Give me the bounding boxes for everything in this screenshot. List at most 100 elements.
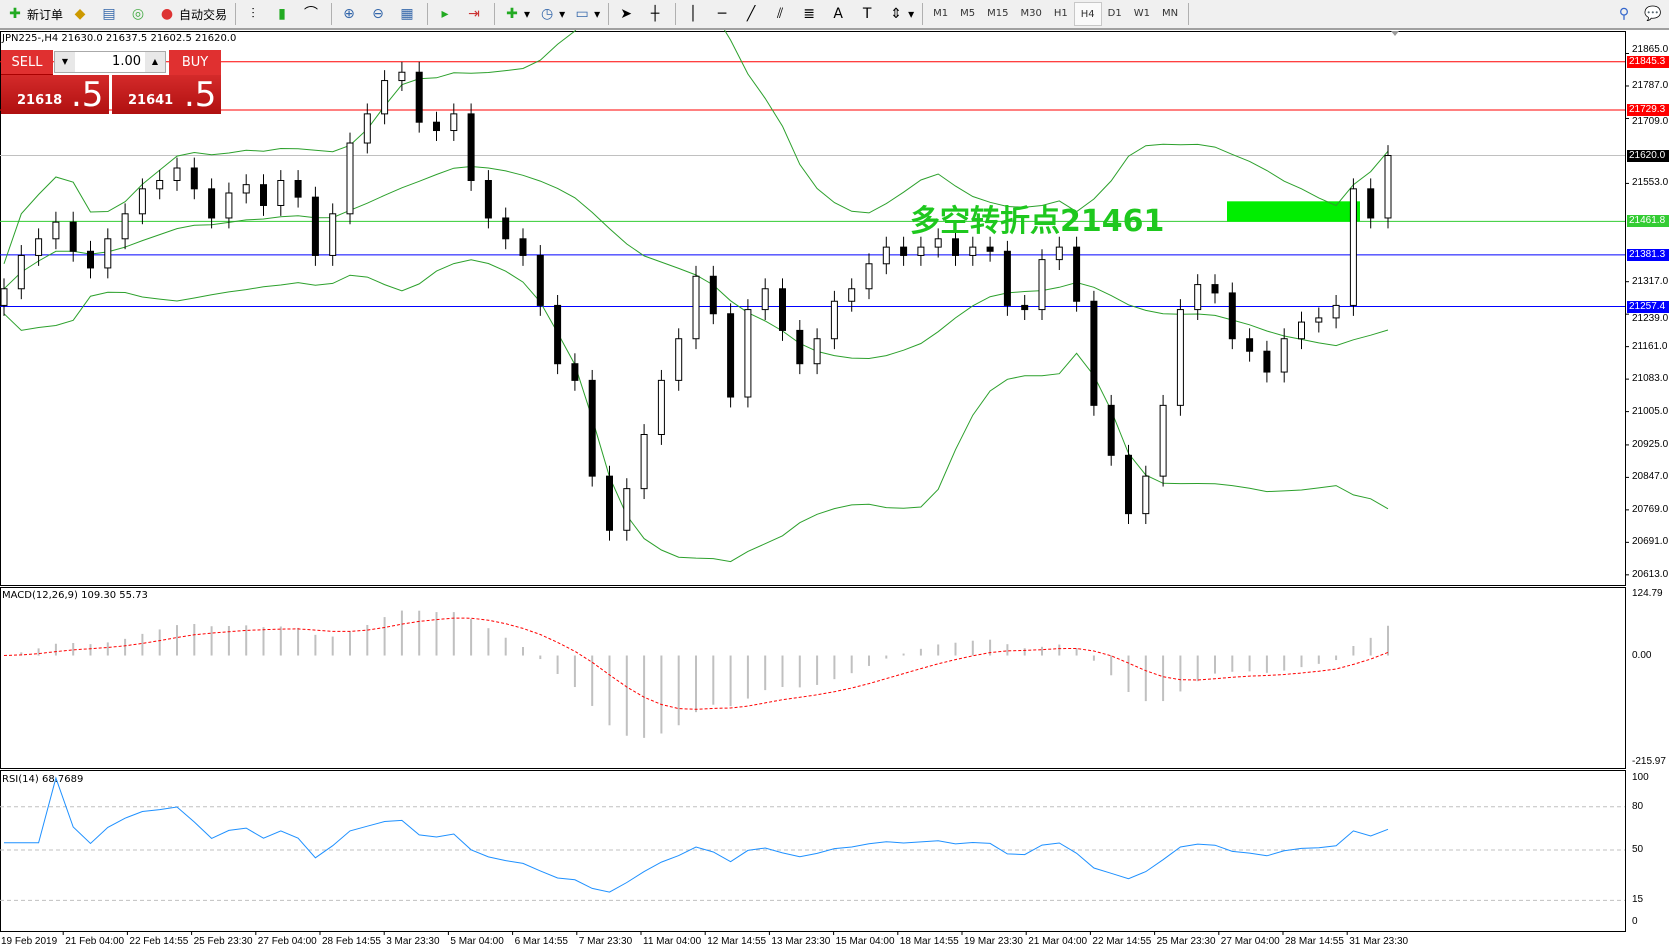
price-line-label: 21729.3 (1627, 104, 1669, 116)
timeframe-w1[interactable]: W1 (1133, 8, 1150, 19)
new-order-button[interactable]: ✚ 新订单 (2, 1, 67, 27)
candle-body (1159, 404, 1167, 477)
candle-body (502, 217, 510, 240)
candle-body (813, 338, 821, 365)
text-label-button[interactable]: T (854, 1, 883, 27)
price-line-label: 21381.3 (1627, 248, 1669, 261)
zoom-in-icon: ⊕ (343, 6, 355, 22)
divider (675, 3, 677, 25)
horizontal-line-icon: ─ (717, 6, 727, 22)
candle-chart-button[interactable]: ▮ (269, 1, 298, 27)
line-chart-icon: ⌒ (304, 6, 319, 22)
candle-body (1349, 188, 1357, 306)
bar-chart-button[interactable]: ⫶ (240, 1, 269, 27)
auto-scroll-button[interactable]: ▸ (432, 1, 461, 27)
candle-body (260, 184, 267, 206)
indicators-button[interactable]: ✚ ▾ (499, 1, 534, 27)
price-axis-label: 21161.0 (1632, 340, 1668, 352)
candle-body (692, 275, 700, 340)
candle-body (1142, 475, 1150, 515)
candle-body (882, 246, 890, 265)
timeframe-m5[interactable]: M5 (960, 8, 976, 19)
zoom-in-button[interactable]: ⊕ (336, 1, 365, 27)
fibonacci-button[interactable]: ≣ (796, 1, 825, 27)
panel-frame-0 (0, 31, 1626, 586)
lot-value[interactable]: 1.00 (112, 54, 141, 69)
timeframe-h1[interactable]: H1 (1053, 8, 1068, 19)
candle-body (830, 300, 838, 340)
time-axis-label: 15 Mar 04:00 (835, 936, 895, 947)
candle-body (87, 250, 94, 269)
candle-body (1228, 292, 1236, 340)
tile-windows-button[interactable]: ▦ (394, 1, 423, 27)
time-axis-label: 19 Feb 2019 (1, 936, 58, 947)
price-axis-label: 21553.0 (1632, 177, 1669, 189)
candle-body (1332, 304, 1340, 319)
channel-icon: ⫽ (777, 6, 784, 22)
crosshair-button[interactable]: ┼ (642, 1, 671, 27)
divider (331, 3, 333, 25)
bollinger-upper (3, 0, 1389, 264)
arrows-button[interactable]: ⇕ ▾ (883, 1, 918, 27)
candle-body (1367, 188, 1375, 219)
fibonacci-icon: ≣ (803, 6, 815, 22)
trendline-button[interactable]: ╱ (738, 1, 767, 27)
time-axis-label: 12 Mar 14:55 (707, 936, 767, 947)
time-axis-label: 7 Mar 23:30 (578, 936, 633, 947)
chart-shift-button[interactable]: ⇥ (461, 1, 490, 27)
buy-price-button[interactable]: 21641.5 (112, 75, 221, 114)
pivot-annotation: 多空转折点21461 (910, 204, 1165, 239)
price-axis-label: 20769.0 (1632, 503, 1669, 515)
auto-trading-icon: ● (160, 6, 174, 22)
text-icon: A (833, 6, 843, 22)
price-axis-label: 20691.0 (1632, 536, 1669, 548)
price-axis-label: 20925.0 (1632, 438, 1669, 450)
pivot-zone-rect (1227, 201, 1360, 222)
rsi-axis-label: 50 (1632, 844, 1644, 855)
price-axis-label: 21317.0 (1632, 275, 1669, 287)
text-button[interactable]: A (825, 1, 854, 27)
sell-price-button[interactable]: 21618.5 (1, 75, 109, 114)
search-button[interactable]: ⚲ (1611, 1, 1640, 27)
cursor-button[interactable]: ➤ (613, 1, 642, 27)
periods-button[interactable]: ◷ ▾ (534, 1, 569, 27)
chat-button[interactable]: 💬 (1640, 1, 1669, 27)
zoom-out-button[interactable]: ⊖ (365, 1, 394, 27)
timeframe-d1[interactable]: D1 (1107, 8, 1122, 19)
terminal-button[interactable]: ▤ (96, 1, 125, 27)
lot-decrease-button[interactable]: ▼ (55, 52, 75, 72)
timeframe-mn[interactable]: MN (1161, 8, 1179, 19)
vertical-line-button[interactable]: │ (680, 1, 709, 27)
price-axis-label: 21865.0 (1632, 43, 1669, 55)
price-axis-label: 21709.0 (1632, 116, 1669, 127)
price-axis-label: 21005.0 (1632, 405, 1669, 417)
signals-button[interactable]: ◎ (125, 1, 154, 27)
line-chart-button[interactable]: ⌒ (298, 1, 327, 27)
candle-body (467, 113, 475, 181)
price-axis-label: 20847.0 (1632, 471, 1669, 483)
time-axis-label: 25 Mar 23:30 (1156, 936, 1216, 947)
time-axis-label: 6 Mar 14:55 (514, 936, 568, 947)
timeframe-m30[interactable]: M30 (1020, 8, 1042, 19)
time-axis-label: 28 Feb 14:55 (322, 936, 381, 947)
buy-button[interactable]: BUY (169, 50, 221, 75)
price-line-label: 21845.3 (1627, 55, 1669, 68)
templates-button[interactable]: ▭ ▾ (569, 1, 604, 27)
time-axis-label: 28 Mar 14:55 (1285, 936, 1344, 947)
candle-body (640, 434, 648, 490)
timeframe-m1[interactable]: M1 (933, 8, 949, 19)
macd-label: MACD(12,26,9) 109.30 55.73 (2, 590, 148, 601)
timeframe-m15[interactable]: M15 (987, 8, 1009, 19)
timeframe-h4[interactable]: H4 (1073, 2, 1102, 26)
sell-button[interactable]: SELL (1, 50, 53, 75)
auto-trading-button[interactable]: ● 自动交易 (154, 1, 231, 27)
macd-axis-label: -215.97 (1632, 756, 1666, 767)
time-axis-label: 19 Mar 23:30 (964, 936, 1023, 947)
lot-increase-button[interactable]: ▲ (145, 52, 165, 72)
channel-button[interactable]: ⫽ (767, 1, 796, 27)
cursor-icon: ➤ (620, 6, 632, 22)
navigator-button[interactable]: ◆ (67, 1, 96, 27)
lot-size-input[interactable]: ▼ 1.00 ▲ (54, 51, 166, 73)
horizontal-line-button[interactable]: ─ (709, 1, 738, 27)
